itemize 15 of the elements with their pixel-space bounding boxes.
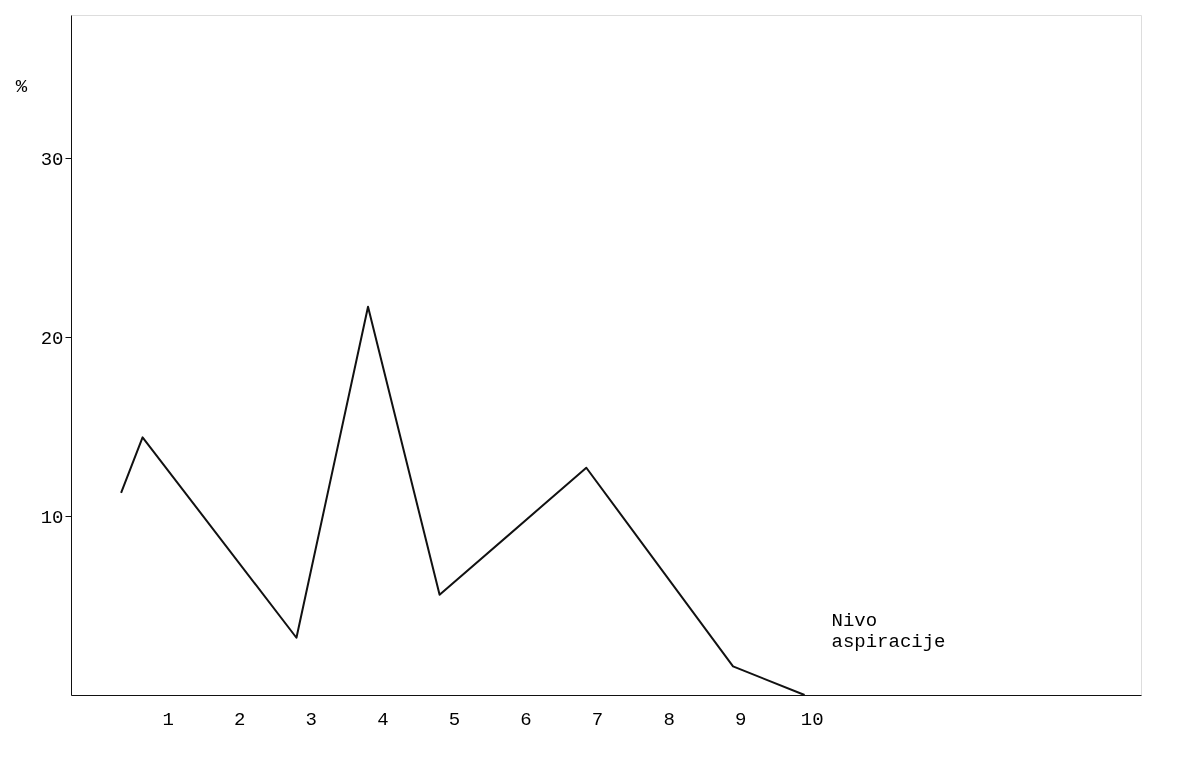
y-axis-title: % xyxy=(15,75,28,98)
y-tick-label: 30 xyxy=(40,148,64,171)
y-tick-label: 20 xyxy=(40,327,64,350)
x-tick-label: 2 xyxy=(233,708,246,731)
x-tick-label: 8 xyxy=(663,708,675,731)
x-tick-label: 4 xyxy=(377,708,389,731)
x-tick-label: 7 xyxy=(591,708,604,731)
x-tick-label: 3 xyxy=(305,708,317,731)
x-tick-label: 6 xyxy=(520,708,532,731)
x-tick-label: 9 xyxy=(734,708,747,731)
y-tick-label: 10 xyxy=(40,506,64,529)
x-tick-label: 1 xyxy=(162,708,174,731)
x-axis-title: Nivo aspiracije xyxy=(831,609,946,653)
x-tick-label: 5 xyxy=(448,708,461,731)
x-tick-label: 10 xyxy=(800,708,824,731)
